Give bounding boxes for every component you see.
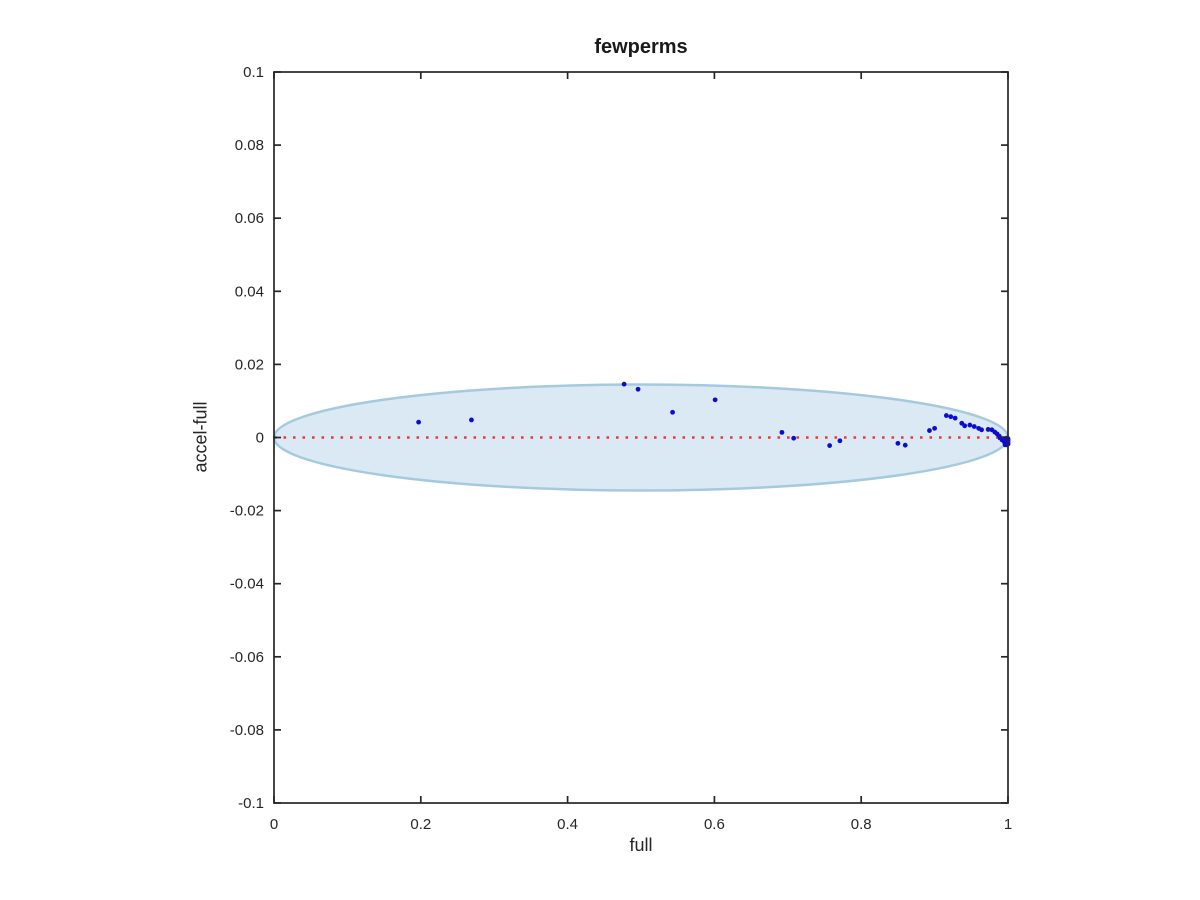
confidence-ellipse <box>272 383 1010 492</box>
x-tick-label: 0.6 <box>704 816 725 833</box>
y-tick-label: -0.04 <box>230 576 264 593</box>
scatter-point <box>948 414 954 420</box>
scatter-point <box>902 442 908 448</box>
y-tick-label: -0.06 <box>230 649 264 666</box>
y-tick-label: -0.08 <box>230 722 264 739</box>
scatter-point <box>416 419 421 425</box>
scatter-point <box>712 397 718 403</box>
y-tick-label: -0.1 <box>238 795 264 812</box>
y-tick-label: -0.02 <box>230 503 264 520</box>
chart-title: fewperms <box>594 36 688 58</box>
x-tick-label: 1 <box>1004 816 1012 833</box>
scatter-point <box>791 435 797 441</box>
scatter-point <box>469 417 474 423</box>
x-axis-label: full <box>629 835 653 855</box>
scatter-point <box>779 429 785 435</box>
scatter-point <box>943 413 949 418</box>
y-tick-label: 0.04 <box>235 283 264 300</box>
x-tick-label: 0.2 <box>410 816 431 833</box>
scatter-point <box>837 438 843 444</box>
scatter-point <box>827 443 833 448</box>
y-tick-label: 0.06 <box>235 210 264 227</box>
scatter-point <box>985 427 991 432</box>
x-tick-label: 0 <box>270 816 278 833</box>
scatter-point <box>962 423 968 429</box>
scatter-point <box>967 422 973 428</box>
scatter-point <box>635 386 641 392</box>
scatter-point <box>932 425 937 431</box>
y-tick-label: 0.08 <box>235 137 264 154</box>
x-tick-label: 0.8 <box>851 816 872 833</box>
scatter-point <box>971 424 977 429</box>
y-tick-label: 0.1 <box>243 64 264 81</box>
scatter-point <box>927 428 932 433</box>
y-tick-label: 0.02 <box>235 356 264 373</box>
scatter-point <box>621 381 627 387</box>
y-tick-label: 0 <box>256 430 264 447</box>
scatter-point <box>952 415 958 421</box>
x-tick-label: 0.4 <box>557 816 578 833</box>
scatter-point <box>979 427 984 433</box>
scatter-point <box>670 409 675 415</box>
scatter-point <box>895 440 901 446</box>
